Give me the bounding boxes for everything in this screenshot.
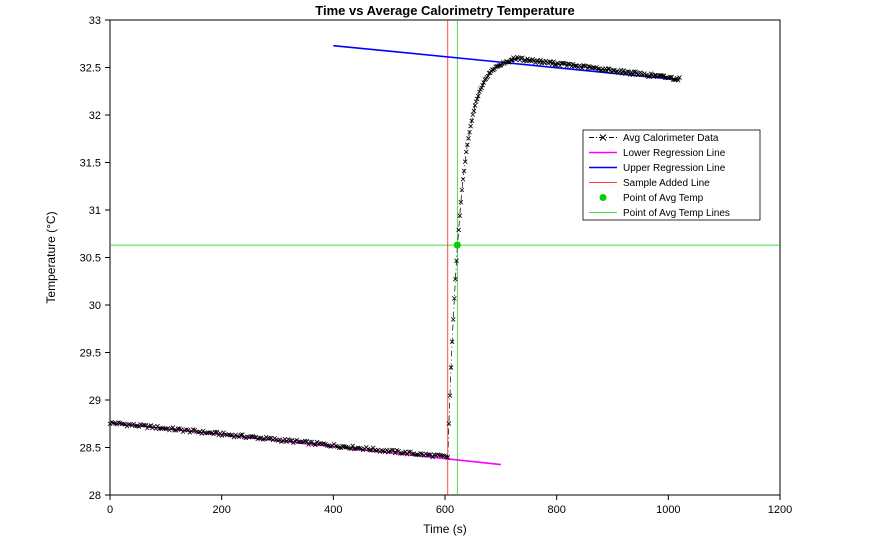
legend-item-label: Avg Calorimeter Data <box>623 133 719 144</box>
chart-legend: Avg Calorimeter Data Lower Regression Lin… <box>583 130 760 220</box>
y-tick-label: 31.5 <box>80 158 101 170</box>
legend-item-label: Upper Regression Line <box>623 163 726 174</box>
x-tick-label: 0 <box>107 504 113 516</box>
y-tick-label: 29 <box>89 395 101 407</box>
legend-item-label: Point of Avg Temp Lines <box>623 208 730 219</box>
calorimetry-chart: Time vs Average Calorimetry Temperature … <box>0 0 887 545</box>
x-tick-label: 200 <box>212 504 230 516</box>
x-axis-label: Time (s) <box>423 522 467 536</box>
x-tick-label: 800 <box>547 504 565 516</box>
chart-background <box>0 0 887 545</box>
x-tick-label: 600 <box>436 504 454 516</box>
y-tick-label: 33 <box>89 15 101 27</box>
y-tick-label: 30 <box>89 300 101 312</box>
legend-item-label: Lower Regression Line <box>623 148 726 159</box>
y-tick-label: 29.5 <box>80 348 101 360</box>
y-tick-label: 31 <box>89 205 101 217</box>
y-tick-label: 30.5 <box>80 253 101 265</box>
y-tick-label: 32 <box>89 110 101 122</box>
legend-item-label: Sample Added Line <box>623 178 710 189</box>
avg-temp-point <box>454 242 461 249</box>
x-tick-label: 400 <box>324 504 342 516</box>
y-tick-label: 28.5 <box>80 443 101 455</box>
y-tick-label: 28 <box>89 490 101 502</box>
y-axis-label: Temperature (°C) <box>44 211 58 303</box>
legend-item-label: Point of Avg Temp <box>623 193 704 204</box>
chart-title: Time vs Average Calorimetry Temperature <box>315 3 574 18</box>
y-tick-label: 32.5 <box>80 63 101 75</box>
x-tick-label: 1200 <box>768 504 792 516</box>
x-tick-label: 1000 <box>656 504 680 516</box>
